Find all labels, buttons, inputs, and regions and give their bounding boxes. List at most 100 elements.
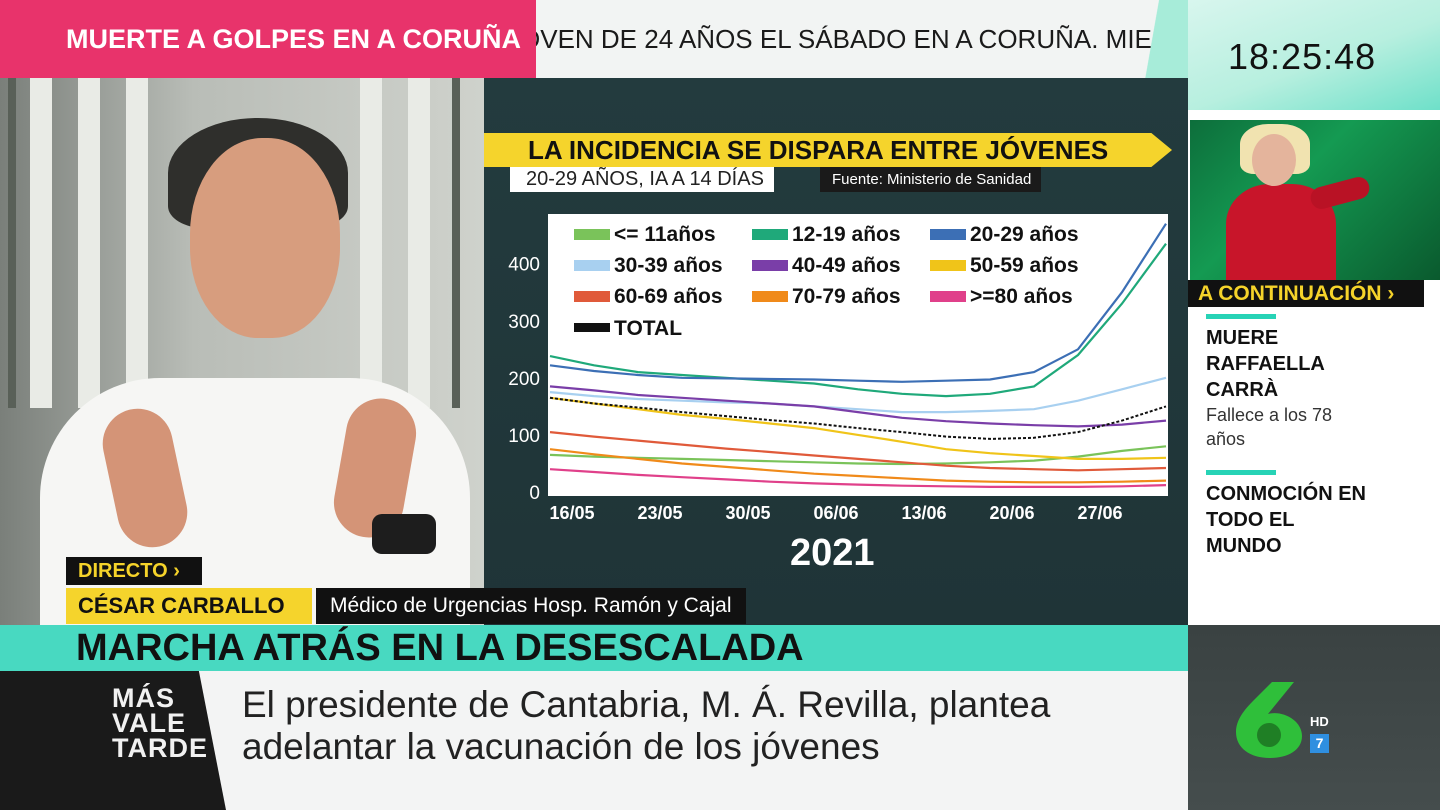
background-slat bbox=[30, 78, 52, 408]
thumbnail-figure-face bbox=[1252, 134, 1296, 186]
guest-role: Médico de Urgencias Hosp. Ramón y Cajal bbox=[316, 588, 746, 624]
chart-title: LA INCIDENCIA SE DISPARA ENTRE JÓVENES bbox=[484, 133, 1172, 167]
legend-label: 60-69 años bbox=[614, 285, 723, 308]
title-line: TODO EL bbox=[1206, 509, 1295, 531]
legend-label: 12-19 años bbox=[792, 223, 901, 246]
x-tick-label: 27/06 bbox=[1077, 503, 1122, 523]
legend-swatch bbox=[574, 323, 610, 332]
y-tick-label: 400 bbox=[508, 255, 540, 276]
title-line: MUNDO bbox=[1206, 535, 1282, 557]
subtitle-line: Fallece a los 78 bbox=[1206, 405, 1333, 425]
chevron-right-icon: › bbox=[1387, 282, 1395, 305]
news-ticker: OVEN DE 24 AÑOS EL SÁBADO EN A CORUÑA. M… bbox=[0, 0, 1188, 78]
background-slat bbox=[408, 78, 430, 408]
chart-source: Fuente: Ministerio de Sanidad bbox=[820, 167, 1042, 192]
channel-number-badge: 7 bbox=[1310, 734, 1329, 753]
y-tick-label: 0 bbox=[529, 483, 540, 504]
up-next-label-text: A CONTINUACIÓN bbox=[1198, 282, 1382, 305]
legend-swatch bbox=[574, 291, 610, 302]
headline-bar bbox=[0, 625, 1188, 671]
clock: 18:25:48 bbox=[1228, 36, 1377, 77]
legend-swatch bbox=[752, 260, 788, 271]
x-tick-label: 06/06 bbox=[813, 503, 858, 523]
legend-label: 50-59 años bbox=[970, 254, 1079, 277]
legend-label: <= 11años bbox=[614, 223, 716, 246]
chart-subtitle: 20-29 AÑOS, IA A 14 DÍAS bbox=[510, 167, 774, 192]
title-line: MUERE bbox=[1206, 327, 1279, 349]
incidence-line-chart: 0 100 200 300 400 16/05 23/05 30/05 06/06 13/06 2… bbox=[508, 214, 1168, 523]
y-tick-label: 100 bbox=[508, 426, 540, 447]
thumbnail-figure-arm bbox=[1308, 174, 1372, 212]
legend-swatch bbox=[930, 229, 966, 240]
x-tick-label: 16/05 bbox=[549, 503, 594, 523]
legend-label: 70-79 años bbox=[792, 285, 901, 308]
legend-swatch bbox=[930, 260, 966, 271]
up-next-item-subtitle: Fallece a los 78 años bbox=[1206, 403, 1426, 451]
x-tick-label: 30/05 bbox=[725, 503, 770, 523]
x-axis: 16/05 23/05 30/05 06/06 13/06 20/06 27/06 bbox=[549, 503, 1122, 523]
ticker-accent-shape bbox=[1130, 0, 1188, 78]
series-line bbox=[549, 431, 1167, 472]
legend-swatch bbox=[930, 291, 966, 302]
series-line bbox=[549, 385, 1167, 428]
program-logo-line: MÁS bbox=[112, 683, 175, 713]
series-line bbox=[549, 376, 1167, 414]
program-logo-box bbox=[0, 671, 226, 810]
bottom-news-text: El presidente de Cantabria, M. Á. Revill… bbox=[242, 684, 1172, 768]
background-slat bbox=[452, 78, 460, 408]
chart-year-label: 2021 bbox=[790, 532, 875, 574]
title-line: CONMOCIÓN EN bbox=[1206, 483, 1366, 505]
background-slat bbox=[8, 78, 16, 408]
series-line bbox=[549, 448, 1167, 484]
legend-swatch bbox=[752, 291, 788, 302]
legend-label: >=80 años bbox=[970, 285, 1073, 308]
series-line bbox=[549, 223, 1167, 383]
guest-face bbox=[190, 138, 340, 338]
live-tag-text: DIRECTO bbox=[78, 560, 168, 582]
ticker-scroll-text: OVEN DE 24 AÑOS EL SÁBADO EN A CORUÑA. M… bbox=[536, 24, 1188, 54]
x-tick-label: 23/05 bbox=[637, 503, 682, 523]
chevron-right-icon: › bbox=[173, 560, 180, 582]
series-line bbox=[549, 396, 1167, 440]
legend-label: 40-49 años bbox=[792, 254, 901, 277]
x-tick-label: 13/06 bbox=[901, 503, 946, 523]
bottom-text-line: adelantar la vacunación de los jóvenes bbox=[242, 726, 880, 767]
up-next-item: MUERE RAFFAELLA CARRÀ Fallece a los 78 a… bbox=[1206, 314, 1426, 451]
main-headline: MARCHA ATRÁS EN LA DESESCALADA bbox=[76, 627, 804, 669]
program-logo-line: TARDE bbox=[112, 733, 208, 763]
y-tick-label: 200 bbox=[508, 369, 540, 390]
background-slat bbox=[78, 78, 100, 408]
up-next-item: CONMOCIÓN EN TODO EL MUNDO bbox=[1206, 470, 1426, 559]
channel-hd-label: HD bbox=[1310, 714, 1329, 729]
series-line bbox=[549, 396, 1167, 460]
live-video-feed bbox=[0, 78, 484, 625]
legend-swatch bbox=[574, 229, 610, 240]
item-rule bbox=[1206, 470, 1276, 475]
background-slat bbox=[126, 78, 148, 408]
title-line: CARRÀ bbox=[1206, 379, 1279, 401]
chart-lines bbox=[549, 223, 1167, 488]
ticker-headline: MUERTE A GOLPES EN A CORUÑA bbox=[0, 0, 536, 78]
item-rule bbox=[1206, 314, 1276, 319]
up-next-item-title: MUERE RAFFAELLA CARRÀ bbox=[1206, 325, 1426, 403]
title-line: RAFFAELLA bbox=[1206, 353, 1325, 375]
legend-swatch bbox=[752, 229, 788, 240]
channel-logo-zone bbox=[1188, 625, 1440, 810]
guest-watch bbox=[372, 514, 436, 554]
program-logo: MÁS VALE TARDE bbox=[112, 683, 222, 763]
y-tick-label: 300 bbox=[508, 312, 540, 333]
x-tick-label: 20/06 bbox=[989, 503, 1034, 523]
series-line bbox=[549, 243, 1167, 398]
up-next-thumbnail bbox=[1190, 120, 1440, 280]
legend-label: 30-39 años bbox=[614, 254, 723, 277]
bottom-text-line: El presidente de Cantabria, M. Á. Revill… bbox=[242, 684, 1051, 725]
legend-label: 20-29 años bbox=[970, 223, 1079, 246]
legend-label: TOTAL bbox=[614, 317, 682, 340]
live-tag: DIRECTO › bbox=[66, 557, 202, 585]
up-next-item-title: CONMOCIÓN EN TODO EL MUNDO bbox=[1206, 481, 1426, 559]
series-line bbox=[549, 468, 1167, 488]
guest-name: CÉSAR CARBALLO bbox=[66, 588, 312, 624]
legend-swatch bbox=[574, 260, 610, 271]
program-logo-line: VALE bbox=[112, 708, 187, 738]
up-next-label: A CONTINUACIÓN › bbox=[1188, 280, 1424, 307]
